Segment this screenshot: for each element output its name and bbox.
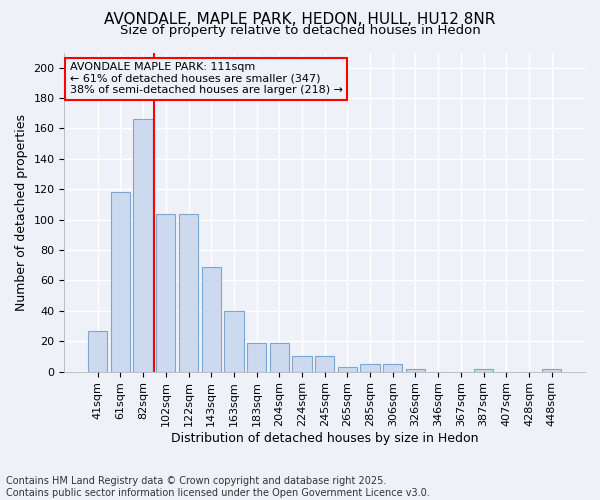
Bar	[474, 368, 493, 372]
Y-axis label: Number of detached properties: Number of detached properties	[15, 114, 28, 310]
Bar	[292, 356, 311, 372]
Bar	[133, 120, 153, 372]
Bar	[383, 364, 403, 372]
Text: AVONDALE, MAPLE PARK, HEDON, HULL, HU12 8NR: AVONDALE, MAPLE PARK, HEDON, HULL, HU12 …	[104, 12, 496, 28]
Bar	[542, 368, 562, 372]
Bar	[156, 214, 175, 372]
Bar	[224, 311, 244, 372]
Bar	[88, 330, 107, 372]
Bar	[338, 367, 357, 372]
Text: Size of property relative to detached houses in Hedon: Size of property relative to detached ho…	[119, 24, 481, 37]
Bar	[361, 364, 380, 372]
Bar	[111, 192, 130, 372]
Bar	[406, 368, 425, 372]
Text: AVONDALE MAPLE PARK: 111sqm
← 61% of detached houses are smaller (347)
38% of se: AVONDALE MAPLE PARK: 111sqm ← 61% of det…	[70, 62, 343, 96]
Bar	[315, 356, 334, 372]
Bar	[202, 267, 221, 372]
Text: Contains HM Land Registry data © Crown copyright and database right 2025.
Contai: Contains HM Land Registry data © Crown c…	[6, 476, 430, 498]
Bar	[179, 214, 198, 372]
X-axis label: Distribution of detached houses by size in Hedon: Distribution of detached houses by size …	[171, 432, 478, 445]
Bar	[269, 342, 289, 372]
Bar	[247, 342, 266, 372]
